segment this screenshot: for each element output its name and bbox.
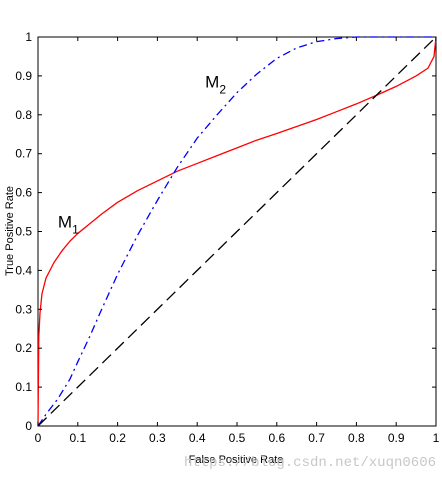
x-tick-label: 0 — [35, 431, 42, 445]
x-tick-label: 0.2 — [109, 431, 126, 445]
y-tick-label: 0.8 — [15, 108, 32, 122]
y-tick-label: 0 — [25, 419, 32, 433]
x-tick-label: 0.8 — [348, 431, 365, 445]
x-tick-label: 0.5 — [229, 431, 246, 445]
y-tick-label: 0.1 — [15, 380, 32, 394]
y-axis-label: True Positive Rate — [4, 186, 16, 276]
reference-diagonal-line — [37, 36, 437, 427]
series-m2-label: M2 — [205, 73, 226, 97]
watermark-text: https://blog.csdn.net/xuqn0606 — [184, 455, 436, 471]
y-tick-label: 1 — [25, 30, 32, 44]
series-m1-label: M1 — [58, 213, 79, 237]
x-tick-label: 0.7 — [308, 431, 325, 445]
y-tick-label: 0.9 — [15, 69, 32, 83]
x-tick-label: 0.1 — [69, 431, 86, 445]
x-tick-label: 1 — [433, 431, 440, 445]
y-tick-label: 0.5 — [15, 225, 32, 239]
x-tick-label: 0.4 — [189, 431, 206, 445]
y-tick-label: 0.6 — [15, 186, 32, 200]
x-axis-label: False Positive Rate — [189, 454, 284, 466]
series-m1-line — [37, 36, 437, 427]
y-tick-label: 0.2 — [15, 341, 32, 355]
y-tick-label: 0.7 — [15, 147, 32, 161]
axis-ticks: 0 0.1 0.2 0.3 0.4 0.5 0.6 0.7 0.8 0.9 1 0 0.1 0.2 0.3 0… — [15, 30, 439, 445]
y-tick-label: 0.4 — [15, 263, 32, 277]
y-tick-label: 0.3 — [15, 302, 32, 316]
series-m2-line — [37, 36, 436, 427]
plot-area: M1 M2 — [37, 36, 437, 427]
x-tick-label: 0.3 — [149, 431, 166, 445]
x-tick-label: 0.6 — [268, 431, 285, 445]
x-tick-label: 0.9 — [388, 431, 405, 445]
